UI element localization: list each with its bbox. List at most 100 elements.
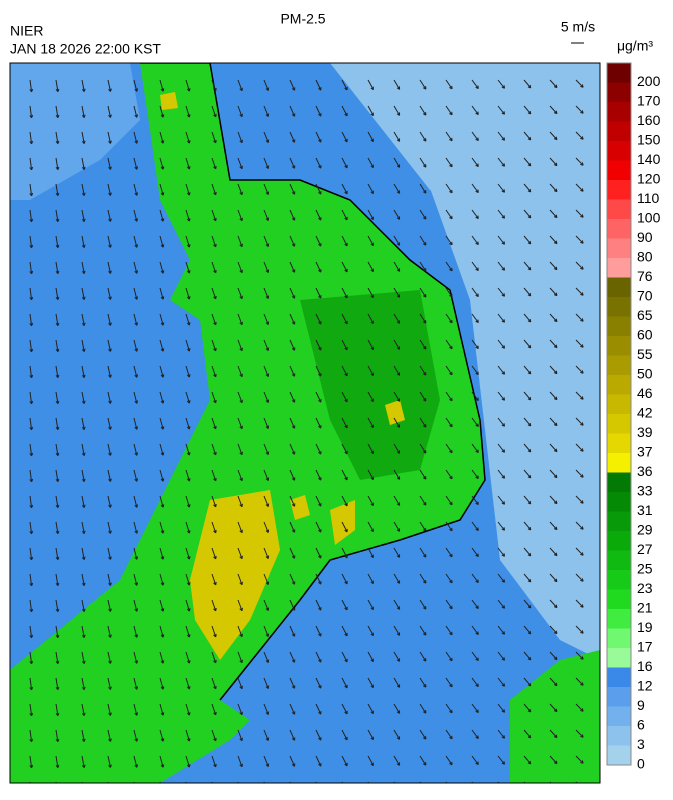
wind-arrow	[497, 417, 505, 427]
wind-arrow	[211, 625, 217, 638]
colorbar-label: 23	[637, 580, 653, 596]
colorbar-segment	[607, 414, 631, 434]
wind-arrow	[211, 547, 217, 560]
wind-arrow-head	[344, 502, 348, 507]
wind-arrow	[81, 391, 85, 404]
wind-arrow	[133, 235, 138, 248]
wind-arrow	[81, 625, 85, 638]
wind-arrow	[81, 287, 85, 300]
wind-arrow-head	[29, 218, 34, 223]
wind-arrow-head	[344, 476, 348, 481]
wind-arrow-head	[81, 478, 86, 482]
wind-arrow-head	[553, 682, 558, 687]
colorbar-segment	[607, 648, 631, 668]
colorbar-label: 170	[637, 93, 661, 109]
wind-arrow-head	[160, 582, 165, 586]
wind-arrow-head	[344, 320, 348, 325]
wind-arrow-head	[134, 582, 139, 586]
wind-arrow-head	[186, 556, 191, 560]
wind-arrow	[471, 755, 479, 765]
wind-arrow-head	[370, 398, 374, 403]
wind-arrow	[419, 521, 427, 532]
wind-arrow-head	[213, 243, 217, 248]
wind-arrow-head	[161, 790, 164, 793]
wind-arrow-head	[370, 424, 374, 429]
wind-arrow-head	[134, 88, 139, 92]
wind-arrow-head	[396, 320, 401, 324]
wind-arrow	[237, 651, 243, 663]
wind-arrow	[133, 183, 138, 196]
wind-arrow-head	[422, 268, 427, 272]
wind-arrow	[575, 131, 584, 140]
wind-arrow-head	[160, 504, 165, 508]
wind-arrow	[107, 521, 112, 534]
wind-arrow-head	[553, 162, 558, 167]
wind-arrow-head	[265, 763, 270, 767]
wind-arrow-head	[29, 608, 34, 613]
wind-arrow	[55, 365, 59, 378]
wind-arrow-head	[580, 162, 584, 166]
wind-arrow	[315, 313, 322, 325]
wind-arrow-head	[527, 604, 532, 609]
wind-arrow-head	[580, 448, 584, 452]
wind-arrow	[549, 287, 558, 296]
wind-arrow	[81, 105, 85, 118]
wind-arrow-head	[527, 370, 532, 375]
wind-arrow-head	[239, 191, 243, 196]
wind-arrow-head	[81, 686, 86, 690]
colorbar-segment	[607, 316, 631, 337]
wind-arrow-head	[527, 292, 532, 297]
wind-arrow	[419, 703, 427, 714]
wind-arrow	[185, 651, 190, 664]
wind-arrow	[549, 521, 558, 530]
wind-arrow	[367, 729, 374, 740]
wind-arrow	[263, 365, 269, 377]
wind-arrow-head	[291, 217, 296, 221]
wind-arrow-head	[213, 139, 217, 144]
wind-arrow-head	[527, 266, 532, 271]
wind-arrow	[367, 313, 374, 324]
wind-arrow-head	[160, 686, 165, 690]
wind-arrow-head	[475, 501, 479, 506]
wind-arrow-head	[527, 708, 532, 713]
wind-arrow	[549, 755, 558, 764]
wind-arrow-head	[422, 710, 427, 714]
wind-arrow-head	[265, 165, 270, 169]
wind-arrow	[107, 599, 112, 612]
wind-arrow	[341, 235, 348, 247]
wind-arrow-head	[527, 188, 532, 193]
wind-arrow-head	[109, 791, 112, 794]
wind-arrow	[341, 625, 348, 637]
wind-arrow-head	[108, 218, 112, 222]
wind-arrow	[289, 313, 296, 325]
wind-arrow	[159, 729, 164, 742]
wind-arrow-head	[527, 240, 532, 245]
colorbar-segment	[607, 628, 631, 649]
wind-arrow-head	[160, 114, 165, 118]
wind-arrow-head	[108, 166, 112, 170]
wind-arrow	[185, 287, 190, 300]
wind-arrow	[549, 261, 558, 270]
wind-arrow-head	[502, 787, 505, 790]
wind-arrow-head	[370, 658, 374, 663]
wind-arrow-head	[55, 140, 60, 145]
wind-arrow-head	[239, 763, 243, 768]
wind-arrow-head	[55, 296, 60, 301]
colorbar-label: 36	[637, 463, 653, 479]
wind-arrow	[289, 183, 296, 195]
wind-arrow-head	[291, 477, 296, 481]
wind-arrow	[81, 547, 85, 560]
wind-arrow	[29, 781, 31, 783]
wind-arrow-head	[55, 400, 60, 405]
wind-arrow-head	[29, 166, 34, 171]
wind-arrow	[367, 183, 374, 194]
wind-arrow	[315, 677, 322, 689]
wind-arrow-head	[553, 760, 558, 765]
wind-arrow-head	[265, 269, 270, 273]
wind-arrow	[55, 651, 59, 664]
wind-arrow	[523, 625, 532, 635]
wind-arrow	[159, 521, 164, 534]
colorbar-label: 0	[637, 756, 645, 772]
wind-arrow	[497, 573, 505, 583]
